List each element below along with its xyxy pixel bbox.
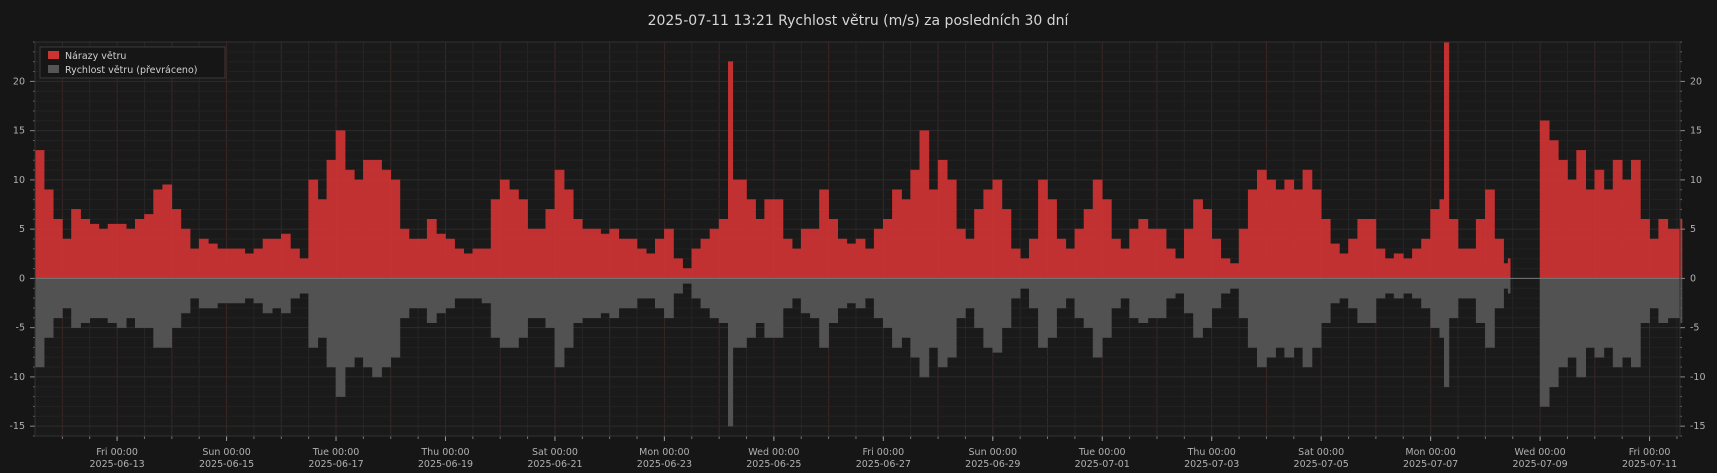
y-tick-label-right: 15 xyxy=(1690,126,1702,137)
chart-title: 2025-07-11 13:21 Rychlost větru (m/s) za… xyxy=(648,13,1070,29)
x-tick-label-day: Thu 00:00 xyxy=(420,447,469,458)
x-tick-label-day: Sun 00:00 xyxy=(969,447,1017,458)
x-tick-label-date: 2025-07-05 xyxy=(1294,459,1349,470)
y-tick-label-right: -10 xyxy=(1690,372,1706,383)
x-tick-label-day: Wed 00:00 xyxy=(1515,447,1566,458)
x-tick-label-date: 2025-07-07 xyxy=(1403,459,1458,470)
y-tick-label-left: 0 xyxy=(19,273,25,284)
legend-label-gusts: Nárazy větru xyxy=(65,51,126,62)
x-tick-label-date: 2025-06-21 xyxy=(527,459,582,470)
x-tick-label-day: Mon 00:00 xyxy=(1405,447,1455,458)
x-tick-label-day: Wed 00:00 xyxy=(748,447,799,458)
x-tick-label-day: Sat 00:00 xyxy=(532,447,578,458)
chart-marks xyxy=(34,41,1683,427)
y-tick-label-right: -5 xyxy=(1690,323,1699,334)
series-area-0 xyxy=(1539,120,1683,279)
x-tick-label-day: Mon 00:00 xyxy=(639,447,689,458)
y-tick-label-left: 15 xyxy=(13,126,25,137)
y-tick-label-right: 20 xyxy=(1690,76,1702,87)
x-tick-label-date: 2025-06-29 xyxy=(965,459,1020,470)
y-tick-label-right: 0 xyxy=(1690,273,1696,284)
x-tick-label-date: 2025-07-01 xyxy=(1075,459,1130,470)
y-tick-label-left: 10 xyxy=(13,175,25,186)
x-tick-label-date: 2025-07-03 xyxy=(1184,459,1239,470)
plot-frame xyxy=(34,41,1681,437)
x-tick-label-date: 2025-06-17 xyxy=(308,459,363,470)
x-tick-label-date: 2025-06-19 xyxy=(418,459,473,470)
x-tick-label-day: Sun 00:00 xyxy=(202,447,250,458)
y-tick-label-left: -15 xyxy=(9,421,25,432)
x-tick-label-date: 2025-06-27 xyxy=(856,459,911,470)
y-tick-label-left: 20 xyxy=(13,76,25,87)
legend-box xyxy=(39,46,226,79)
x-tick-label-date: 2025-06-15 xyxy=(199,459,254,470)
x-tick-label-day: Sat 00:00 xyxy=(1298,447,1344,458)
x-tick-label-date: 2025-07-11 xyxy=(1622,459,1677,470)
x-tick-label-day: Fri 00:00 xyxy=(96,447,138,458)
x-tick-label-date: 2025-06-25 xyxy=(746,459,801,470)
axes: 20 20 15 15 10 10 5 5 0 0 -5 -5 -10 -10 -15 -15 Fri 00:0… xyxy=(9,41,1706,470)
series-area-0 xyxy=(34,41,1511,279)
y-tick-label-left: -10 xyxy=(9,372,25,383)
x-tick-label-day: Thu 00:00 xyxy=(1187,447,1236,458)
y-tick-label-right: 5 xyxy=(1690,224,1696,235)
legend-label-speed: Rychlost větru (převráceno) xyxy=(65,65,197,76)
y-tick-label-left: 5 xyxy=(19,224,25,235)
x-tick-label-date: 2025-06-23 xyxy=(637,459,692,470)
x-tick-label-day: Fri 00:00 xyxy=(1629,447,1671,458)
x-tick-label-day: Fri 00:00 xyxy=(862,447,904,458)
x-tick-label-date: 2025-07-09 xyxy=(1512,459,1567,470)
series-area-1 xyxy=(1539,278,1683,407)
series-area-1 xyxy=(34,278,1511,427)
legend-swatch-speed xyxy=(48,65,59,73)
y-tick-label-right: -15 xyxy=(1690,421,1706,432)
y-tick-label-right: 10 xyxy=(1690,175,1702,186)
y-tick-label-left: -5 xyxy=(16,323,25,334)
legend: Nárazy větru Rychlost větru (převráceno) xyxy=(39,46,226,79)
x-tick-label-day: Tue 00:00 xyxy=(1078,447,1126,458)
x-tick-label-date: 2025-06-13 xyxy=(89,459,144,470)
legend-swatch-gusts xyxy=(48,51,59,59)
x-tick-label-day: Tue 00:00 xyxy=(312,447,360,458)
